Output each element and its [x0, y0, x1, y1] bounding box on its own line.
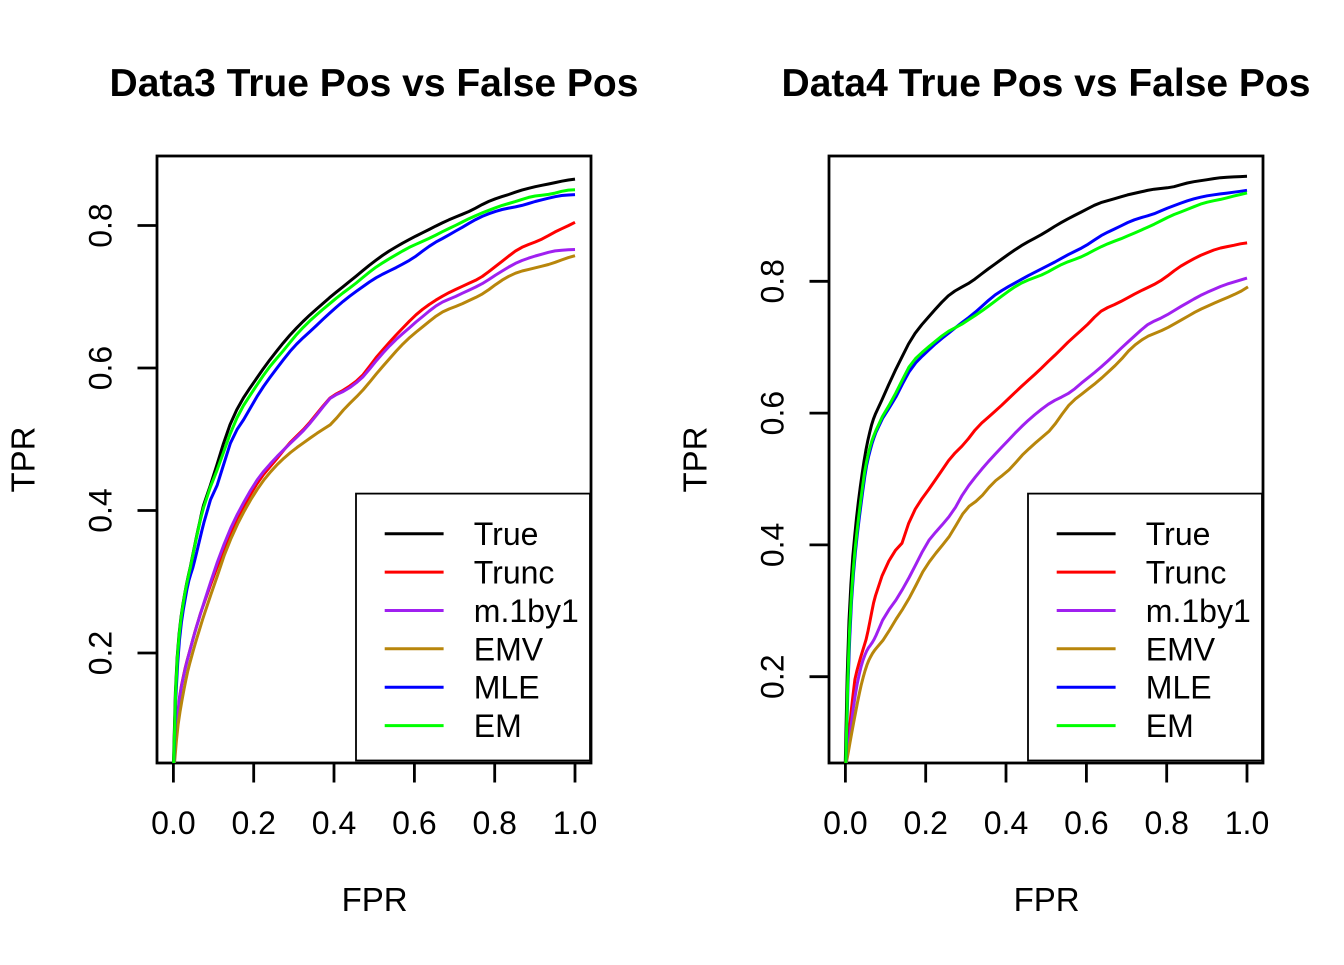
svg-text:0.6: 0.6 [755, 391, 791, 435]
svg-text:Data3 True Pos vs False Pos: Data3 True Pos vs False Pos [110, 62, 639, 105]
svg-text:EMV: EMV [1146, 631, 1216, 667]
svg-text:0.0: 0.0 [823, 805, 867, 841]
svg-text:FPR: FPR [1014, 881, 1080, 918]
svg-text:0.4: 0.4 [83, 488, 119, 532]
svg-text:0.2: 0.2 [83, 631, 119, 675]
svg-text:Data4 True Pos vs False Pos: Data4 True Pos vs False Pos [782, 62, 1311, 105]
svg-text:TPR: TPR [5, 427, 42, 493]
svg-text:0.8: 0.8 [472, 805, 516, 841]
svg-text:0.4: 0.4 [312, 805, 356, 841]
svg-text:0.8: 0.8 [755, 259, 791, 303]
svg-text:0.6: 0.6 [392, 805, 436, 841]
svg-text:MLE: MLE [474, 670, 540, 706]
svg-text:EM: EM [1146, 708, 1194, 744]
svg-text:0.6: 0.6 [1064, 805, 1108, 841]
svg-text:TPR: TPR [677, 427, 714, 493]
svg-text:EM: EM [474, 708, 522, 744]
svg-text:True: True [474, 516, 539, 552]
svg-text:1.0: 1.0 [1225, 805, 1269, 841]
svg-text:m.1by1: m.1by1 [1146, 593, 1251, 629]
svg-text:0.4: 0.4 [755, 523, 791, 567]
svg-text:0.2: 0.2 [903, 805, 947, 841]
svg-text:0.8: 0.8 [1144, 805, 1188, 841]
svg-text:FPR: FPR [342, 881, 408, 918]
svg-text:Trunc: Trunc [1146, 555, 1227, 591]
svg-text:0.2: 0.2 [231, 805, 275, 841]
svg-text:Trunc: Trunc [474, 555, 555, 591]
svg-text:0.8: 0.8 [83, 203, 119, 247]
svg-text:0.0: 0.0 [151, 805, 195, 841]
svg-text:0.2: 0.2 [755, 654, 791, 698]
svg-text:m.1by1: m.1by1 [474, 593, 579, 629]
svg-text:1.0: 1.0 [553, 805, 597, 841]
svg-text:0.4: 0.4 [984, 805, 1028, 841]
svg-text:0.6: 0.6 [83, 346, 119, 390]
svg-text:EMV: EMV [474, 631, 544, 667]
svg-text:True: True [1146, 516, 1211, 552]
svg-text:MLE: MLE [1146, 670, 1212, 706]
